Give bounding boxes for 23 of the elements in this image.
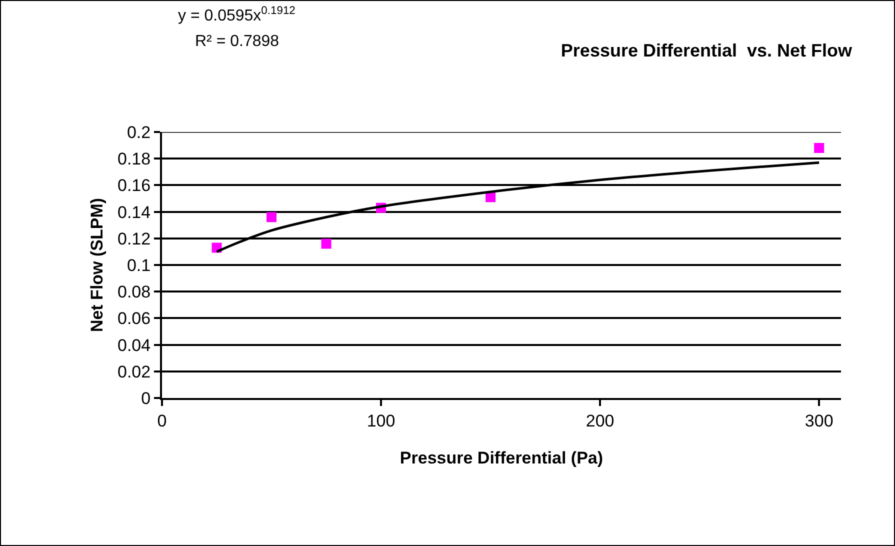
- y-tick-label: 0.02: [118, 362, 151, 382]
- chart-title: Pressure Differential vs. Net Flow: [560, 40, 854, 60]
- y-tick-label: 0.2: [126, 122, 151, 142]
- x-tick-label: 100: [366, 411, 396, 430]
- text: y = 0.0595x$^{0.1912}$: [178, 5, 296, 25]
- y-tick-label: 0.16: [118, 176, 151, 196]
- y-axis-title: Net Flow (SLPM): [88, 198, 107, 332]
- x-tick-label: 0: [157, 411, 167, 430]
- y-tick-label: 0.04: [118, 336, 151, 355]
- y-tick-label: 0.06: [118, 309, 151, 328]
- y-tick-label: 0: [141, 388, 151, 408]
- text: R² = 0.7898: [195, 33, 280, 50]
- point: [266, 212, 277, 222]
- y-tick-label: 0.14: [118, 202, 151, 222]
- y-tick-label: 0.1: [126, 256, 151, 275]
- x-tick-label: 300: [804, 411, 834, 430]
- x-axis-title: Pressure Differential (Pa): [400, 448, 604, 468]
- point: [321, 238, 332, 249]
- point: [814, 142, 824, 153]
- x-tick-label: 200: [586, 411, 614, 430]
- y-tick-label: 0.12: [118, 229, 151, 248]
- y-tick-label: 0.08: [118, 282, 151, 302]
- y-tick-label: 0.18: [118, 150, 151, 169]
